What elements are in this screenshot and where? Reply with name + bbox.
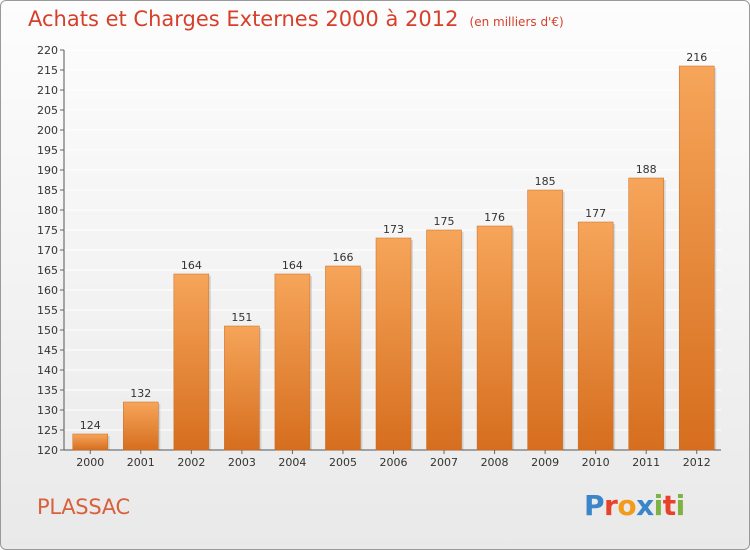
x-tick-label: 2009 [531,456,559,469]
y-tick-label: 155 [37,304,58,317]
bar [628,177,664,451]
logo-letter: i [653,489,664,522]
x-tick-label: 2010 [582,456,610,469]
chart-title: Achats et Charges Externes 2000 à 2012 [28,7,459,31]
bar-value-label: 185 [535,175,556,188]
bar-value-label: 173 [383,223,404,236]
bar [325,265,361,451]
y-tick-label: 145 [37,344,58,357]
y-tick-label: 140 [37,364,58,377]
x-tick-label: 2012 [683,456,711,469]
y-tick-label: 165 [37,264,58,277]
bar-value-label: 177 [585,207,606,220]
x-tick-label: 2011 [632,456,660,469]
x-tick-label: 2001 [127,456,155,469]
bar-value-label: 164 [282,259,303,272]
logo-letter: i [675,489,686,522]
x-tick-label: 2000 [76,456,104,469]
y-tick-label: 150 [37,324,58,337]
chart-unit: (en milliers d'€) [469,15,564,29]
bar-value-label: 124 [80,419,101,432]
y-tick-label: 200 [37,124,58,137]
x-tick-label: 2008 [481,456,509,469]
y-tick-label: 190 [37,164,58,177]
logo-letter: x [636,489,654,522]
x-tick-label: 2003 [228,456,256,469]
y-tick-label: 195 [37,144,58,157]
commune-name: PLASSAC [37,495,130,519]
logo-letter: o [617,489,637,522]
y-tick-label: 205 [37,104,58,117]
x-tick-label: 2006 [380,456,408,469]
bar [173,273,210,451]
x-tick-label: 2007 [430,456,458,469]
logo-letter: t [662,489,676,522]
y-tick-label: 180 [37,204,58,217]
bar [224,325,260,451]
y-tick-label: 120 [37,444,58,457]
bar-value-label: 132 [130,387,151,400]
bar [678,65,715,451]
bar-value-label: 151 [231,311,252,324]
y-tick-label: 210 [37,84,58,97]
chart-header: Achats et Charges Externes 2000 à 2012 (… [28,7,564,31]
x-tick-label: 2004 [278,456,306,469]
bar [527,189,563,451]
bar [123,401,159,451]
bar-value-label: 164 [181,259,202,272]
y-tick-label: 215 [37,64,58,77]
bar [375,237,412,451]
x-tick-label: 2002 [177,456,205,469]
bar-value-label: 176 [484,211,505,224]
logo-letter: P [584,489,605,522]
bar [476,225,513,451]
bar-value-label: 166 [332,251,353,264]
logo-letter: r [604,489,618,522]
y-tick-label: 130 [37,404,58,417]
bar [72,433,109,451]
x-tick-label: 2005 [329,456,357,469]
bar [577,221,614,451]
y-tick-label: 170 [37,244,58,257]
bar-value-label: 175 [434,215,455,228]
bar-value-label: 188 [636,163,657,176]
y-tick-label: 175 [37,224,58,237]
bar [426,229,462,451]
y-tick-label: 220 [37,44,58,57]
bar [274,273,311,451]
y-tick-label: 185 [37,184,58,197]
y-tick-label: 135 [37,384,58,397]
y-tick-label: 160 [37,284,58,297]
bar-value-label: 216 [686,51,707,64]
proxiti-logo: Proxiti [584,489,685,522]
y-tick-label: 125 [37,424,58,437]
